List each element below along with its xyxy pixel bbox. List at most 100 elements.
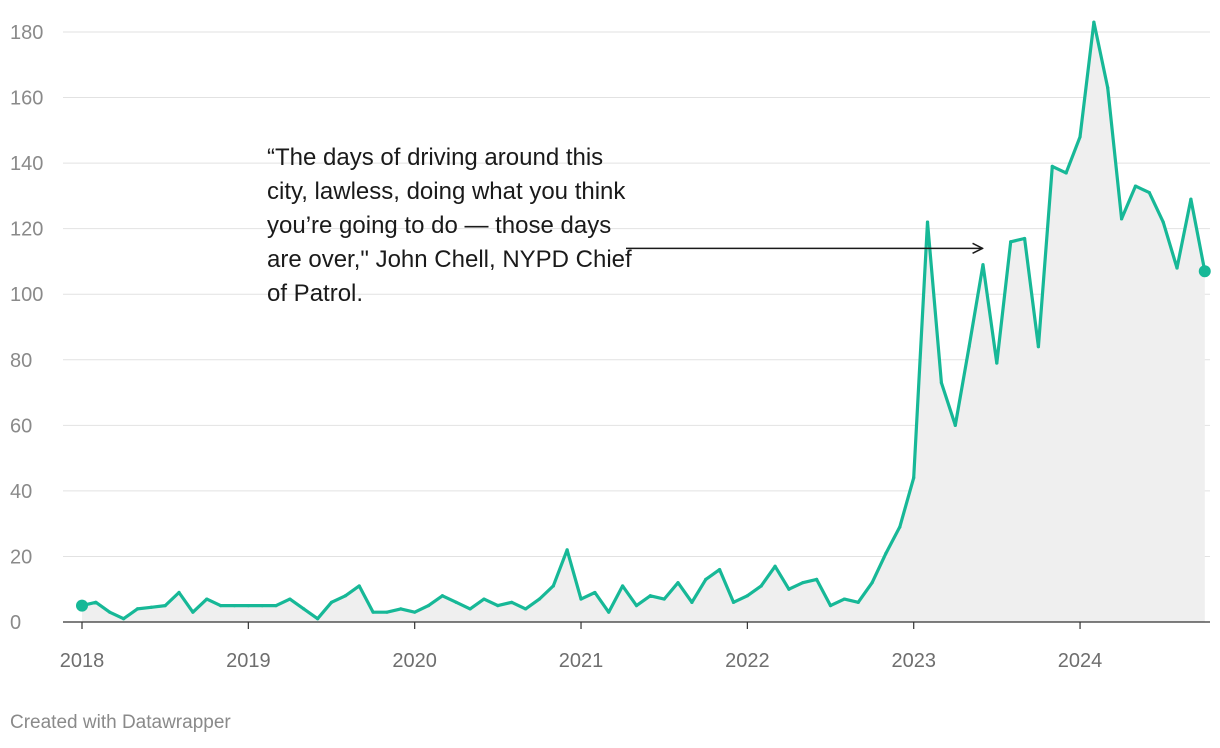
y-tick-label: 0 xyxy=(10,612,21,634)
data-point xyxy=(759,584,763,588)
data-point xyxy=(773,564,777,568)
gridlines xyxy=(63,31,1210,557)
datawrapper-credit: Created with Datawrapper xyxy=(10,712,231,733)
data-point xyxy=(385,610,389,614)
data-point xyxy=(620,584,625,588)
data-point xyxy=(510,600,514,604)
data-point xyxy=(482,597,486,601)
data-point xyxy=(995,361,999,365)
data-point xyxy=(745,594,749,598)
data-point xyxy=(1064,171,1068,175)
data-point xyxy=(690,600,694,604)
data-point xyxy=(898,525,902,529)
x-tick-label: 2018 xyxy=(60,650,105,672)
data-point xyxy=(1106,86,1110,90)
data-point xyxy=(232,604,237,608)
data-point xyxy=(1050,164,1054,168)
data-point xyxy=(551,584,555,588)
data-point xyxy=(870,581,874,585)
data-point xyxy=(662,597,666,601)
data-point xyxy=(177,590,181,595)
data-point xyxy=(191,610,195,614)
y-tick-label: 80 xyxy=(10,350,32,372)
data-point xyxy=(496,604,500,608)
data-point xyxy=(1022,236,1027,241)
data-point xyxy=(648,594,652,598)
data-point xyxy=(1119,217,1124,221)
x-tick-label: 2024 xyxy=(1058,650,1103,672)
data-point xyxy=(1147,191,1151,195)
x-tick-label: 2023 xyxy=(891,650,936,672)
data-point xyxy=(828,604,833,608)
y-tick-label: 20 xyxy=(10,546,32,568)
data-point xyxy=(856,600,860,604)
data-point xyxy=(634,604,639,608)
data-point xyxy=(288,597,292,601)
data-point xyxy=(801,581,805,585)
data-point xyxy=(219,604,223,608)
y-tick-label: 140 xyxy=(10,153,43,175)
data-point xyxy=(842,597,846,601)
x-tick-label: 2020 xyxy=(392,650,437,672)
data-point xyxy=(246,604,250,608)
series-area xyxy=(82,22,1205,622)
data-point xyxy=(925,220,930,224)
data-point xyxy=(884,551,888,555)
data-point xyxy=(607,610,611,614)
data-point xyxy=(704,577,708,581)
data-point xyxy=(413,610,417,614)
data-point xyxy=(815,577,819,581)
data-point xyxy=(537,597,542,601)
data-point xyxy=(274,604,278,608)
data-point xyxy=(912,476,916,480)
data-point xyxy=(939,381,943,385)
data-point xyxy=(80,604,84,608)
x-axis: 2018 2019 2020 2021 2022 2023 2024 xyxy=(60,622,1103,672)
data-point xyxy=(1161,220,1165,224)
data-point xyxy=(149,605,153,609)
data-point xyxy=(579,597,583,601)
y-tick-label: 100 xyxy=(10,284,43,306)
data-point xyxy=(1036,345,1041,349)
data-point xyxy=(163,604,167,608)
data-point xyxy=(108,610,112,614)
data-point xyxy=(1189,197,1193,201)
data-point xyxy=(981,263,985,267)
data-point xyxy=(260,604,264,608)
data-point xyxy=(676,581,680,585)
data-point xyxy=(1203,269,1207,273)
data-point xyxy=(967,345,971,349)
y-tick-label: 120 xyxy=(10,219,43,241)
data-point xyxy=(121,617,126,621)
y-tick-label: 160 xyxy=(10,88,43,110)
data-point xyxy=(357,584,361,588)
data-point xyxy=(468,607,472,611)
data-point xyxy=(454,600,458,604)
data-point xyxy=(399,607,403,611)
data-point xyxy=(343,594,347,598)
data-point xyxy=(371,610,375,614)
y-tick-label: 180 xyxy=(10,22,43,44)
data-point xyxy=(1175,266,1179,270)
data-point xyxy=(953,423,957,427)
annotation-quote: “The days of driving around this city, l… xyxy=(267,144,632,307)
data-point xyxy=(718,567,722,572)
data-point xyxy=(205,597,209,601)
data-point xyxy=(302,607,306,611)
data-point xyxy=(316,617,320,621)
data-point xyxy=(329,600,334,604)
y-tick-label: 40 xyxy=(10,481,32,503)
x-tick-label: 2022 xyxy=(725,650,770,672)
data-point xyxy=(593,590,597,595)
x-tick-label: 2021 xyxy=(559,650,604,672)
data-point xyxy=(94,600,98,604)
y-axis: 0 20 40 60 80 100 120 140 160 180 xyxy=(10,22,43,634)
data-point xyxy=(426,604,431,608)
data-point xyxy=(731,600,736,604)
x-tick-label: 2019 xyxy=(226,650,271,672)
data-point xyxy=(523,607,528,611)
data-point xyxy=(787,587,791,591)
series-line xyxy=(80,20,1207,621)
data-point xyxy=(1133,184,1138,188)
